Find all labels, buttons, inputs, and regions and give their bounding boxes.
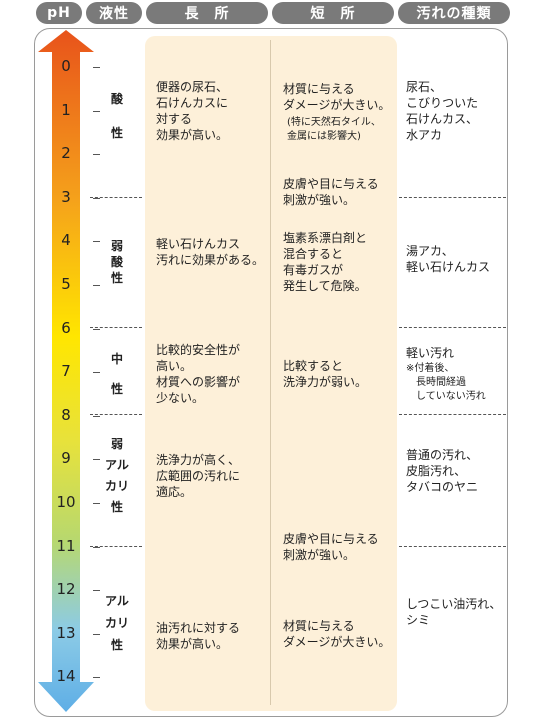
ph-value-11: 11	[56, 536, 76, 555]
separator-ph3-right	[399, 197, 506, 198]
header-nature: 液性	[86, 2, 142, 24]
ph-value-3: 3	[61, 187, 71, 206]
nature-neutral: 中 性	[110, 352, 123, 396]
header-demerit: 短 所	[272, 2, 394, 24]
ph-value-14: 14	[56, 667, 76, 686]
header-ph: pH	[36, 2, 82, 24]
ph-value-5: 5	[61, 275, 71, 293]
merit-demerit-highlight	[145, 36, 397, 711]
nature-alkaline: アル カリ 性	[104, 594, 129, 652]
ph-value-4: 4	[61, 231, 71, 250]
separator-ph8	[90, 414, 142, 415]
dirt-neutral-note: ※付着後、 長時間経過 していない汚れ	[406, 363, 486, 402]
merit-neutral: 比較的安全性が 高い。 材質への影響が 少ない。	[156, 343, 241, 405]
ph-tick-8	[93, 415, 100, 417]
separator-ph11-right	[399, 546, 506, 547]
ph-tick-0	[93, 67, 100, 68]
ph-value-7: 7	[61, 362, 71, 381]
ph-tick-11	[93, 546, 100, 548]
ph-value-10: 10	[56, 493, 76, 511]
ph-value-13: 13	[56, 623, 76, 642]
ph-tick-6	[93, 328, 100, 330]
ph-gradient-arrow	[38, 30, 94, 712]
ph-tick-3	[93, 197, 100, 199]
ph-value-2: 2	[61, 144, 71, 163]
demerit-alkaline-1: 皮膚や目に与える 刺激が強い。	[283, 532, 379, 562]
demerit-acidic-1: 材質に与える ダメージが大きい。	[283, 82, 391, 112]
ph-tick-5	[93, 285, 100, 286]
nature-weak-alkaline: 弱 アル カリ 性	[104, 437, 129, 514]
ph-value-9: 9	[61, 449, 71, 468]
separator-ph3	[90, 197, 142, 198]
separator-ph11	[90, 546, 142, 547]
dirt-alkaline: しつこい油汚れ、 シミ	[406, 597, 502, 627]
ph-tick-13	[93, 633, 100, 635]
ph-value-8: 8	[61, 405, 71, 424]
nature-acidic: 酸 性	[110, 92, 123, 140]
merit-weak-alkaline: 洗浄力が高く、 広範囲の汚れに 適応。	[156, 453, 241, 499]
merit-weak-acidic: 軽い石けんカス 汚れに効果がある。	[156, 237, 265, 267]
header-dirt: 汚れの種類	[398, 2, 510, 24]
demerit-acidic-2: 皮膚や目に与える 刺激が強い。	[283, 177, 379, 207]
ph-tick-12	[93, 590, 100, 592]
separator-ph6	[90, 327, 142, 328]
demerit-acidic-note: (特に天然石タイル、 金属には影響大)	[287, 117, 381, 142]
dirt-acidic: 尿石、 こびりついた 石けんカス、 水アカ	[406, 80, 479, 142]
ph-value-12: 12	[56, 580, 76, 599]
demerit-weak-acidic: 塩素系漂白剤と 混合すると 有毒ガスが 発生して危険。	[283, 231, 368, 293]
column-divider	[270, 40, 271, 705]
ph-tick-14	[93, 677, 100, 679]
ph-value-6: 6	[61, 318, 71, 337]
separator-ph6-right	[399, 327, 506, 328]
ph-tick-2	[93, 154, 100, 156]
ph-tick-7	[93, 372, 100, 374]
ph-value-1: 1	[61, 100, 71, 119]
separator-ph8-right	[399, 414, 506, 415]
ph-tick-10	[93, 503, 100, 504]
ph-value-0: 0	[61, 57, 71, 75]
dirt-weak-acidic: 湯アカ、 軽い石けんカス	[406, 244, 491, 274]
header-merit: 長 所	[146, 2, 268, 24]
dirt-neutral: 軽い汚れ	[406, 346, 455, 360]
dirt-weak-alkaline: 普通の汚れ、 皮脂汚れ、 タバコのヤニ	[406, 448, 479, 494]
ph-tick-4	[93, 241, 100, 243]
merit-acidic: 便器の尿石、 石けんカスに 対する 効果が高い。	[156, 80, 229, 142]
demerit-alkaline-2: 材質に与える ダメージが大きい。	[283, 619, 391, 649]
ph-tick-9	[93, 459, 100, 461]
merit-alkaline: 油汚れに対する 効果が高い。	[156, 621, 241, 651]
demerit-neutral: 比較すると 洗浄力が弱い。	[283, 359, 368, 389]
nature-weak-acidic: 弱 酸 性	[110, 239, 123, 285]
ph-tick-1	[93, 110, 100, 112]
